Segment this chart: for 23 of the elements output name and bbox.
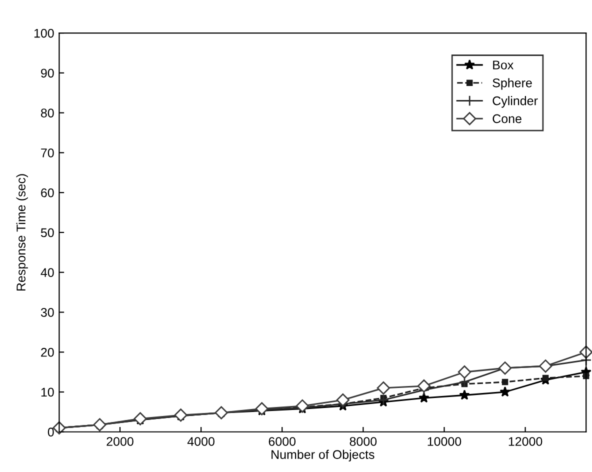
y-tick-label: 60 (41, 188, 54, 198)
x-tick-label: 6000 (268, 437, 296, 446)
y-tick-label: 20 (41, 348, 54, 357)
legend-label: Box (493, 60, 514, 70)
y-tick-label: 30 (40, 308, 54, 317)
y-tick-label: 50 (40, 228, 54, 238)
y-tick-label: 10 (41, 388, 54, 397)
y-tick-label: 0 (48, 428, 54, 437)
x-axis-title: Number of Objects (272, 450, 374, 462)
y-tick-label: 80 (40, 108, 54, 118)
y-tick-label: 100 (34, 28, 54, 38)
y-tick-label: 40 (40, 268, 54, 277)
x-tick-label: 12000 (508, 437, 542, 446)
legend-label: Sphere (492, 78, 532, 90)
x-tick-label: 8000 (350, 437, 377, 446)
x-tick-label: 4000 (187, 437, 214, 446)
y-tick-label: 90 (41, 68, 54, 78)
x-tick-label: 10000 (428, 437, 462, 446)
legend-label: Cone (492, 114, 522, 124)
y-tick-label: 70 (41, 148, 54, 158)
x-tick-label: 2000 (106, 437, 134, 446)
y-axis-title: Response Time (sec) (16, 174, 28, 290)
legend-label: Cylinder (492, 96, 538, 108)
